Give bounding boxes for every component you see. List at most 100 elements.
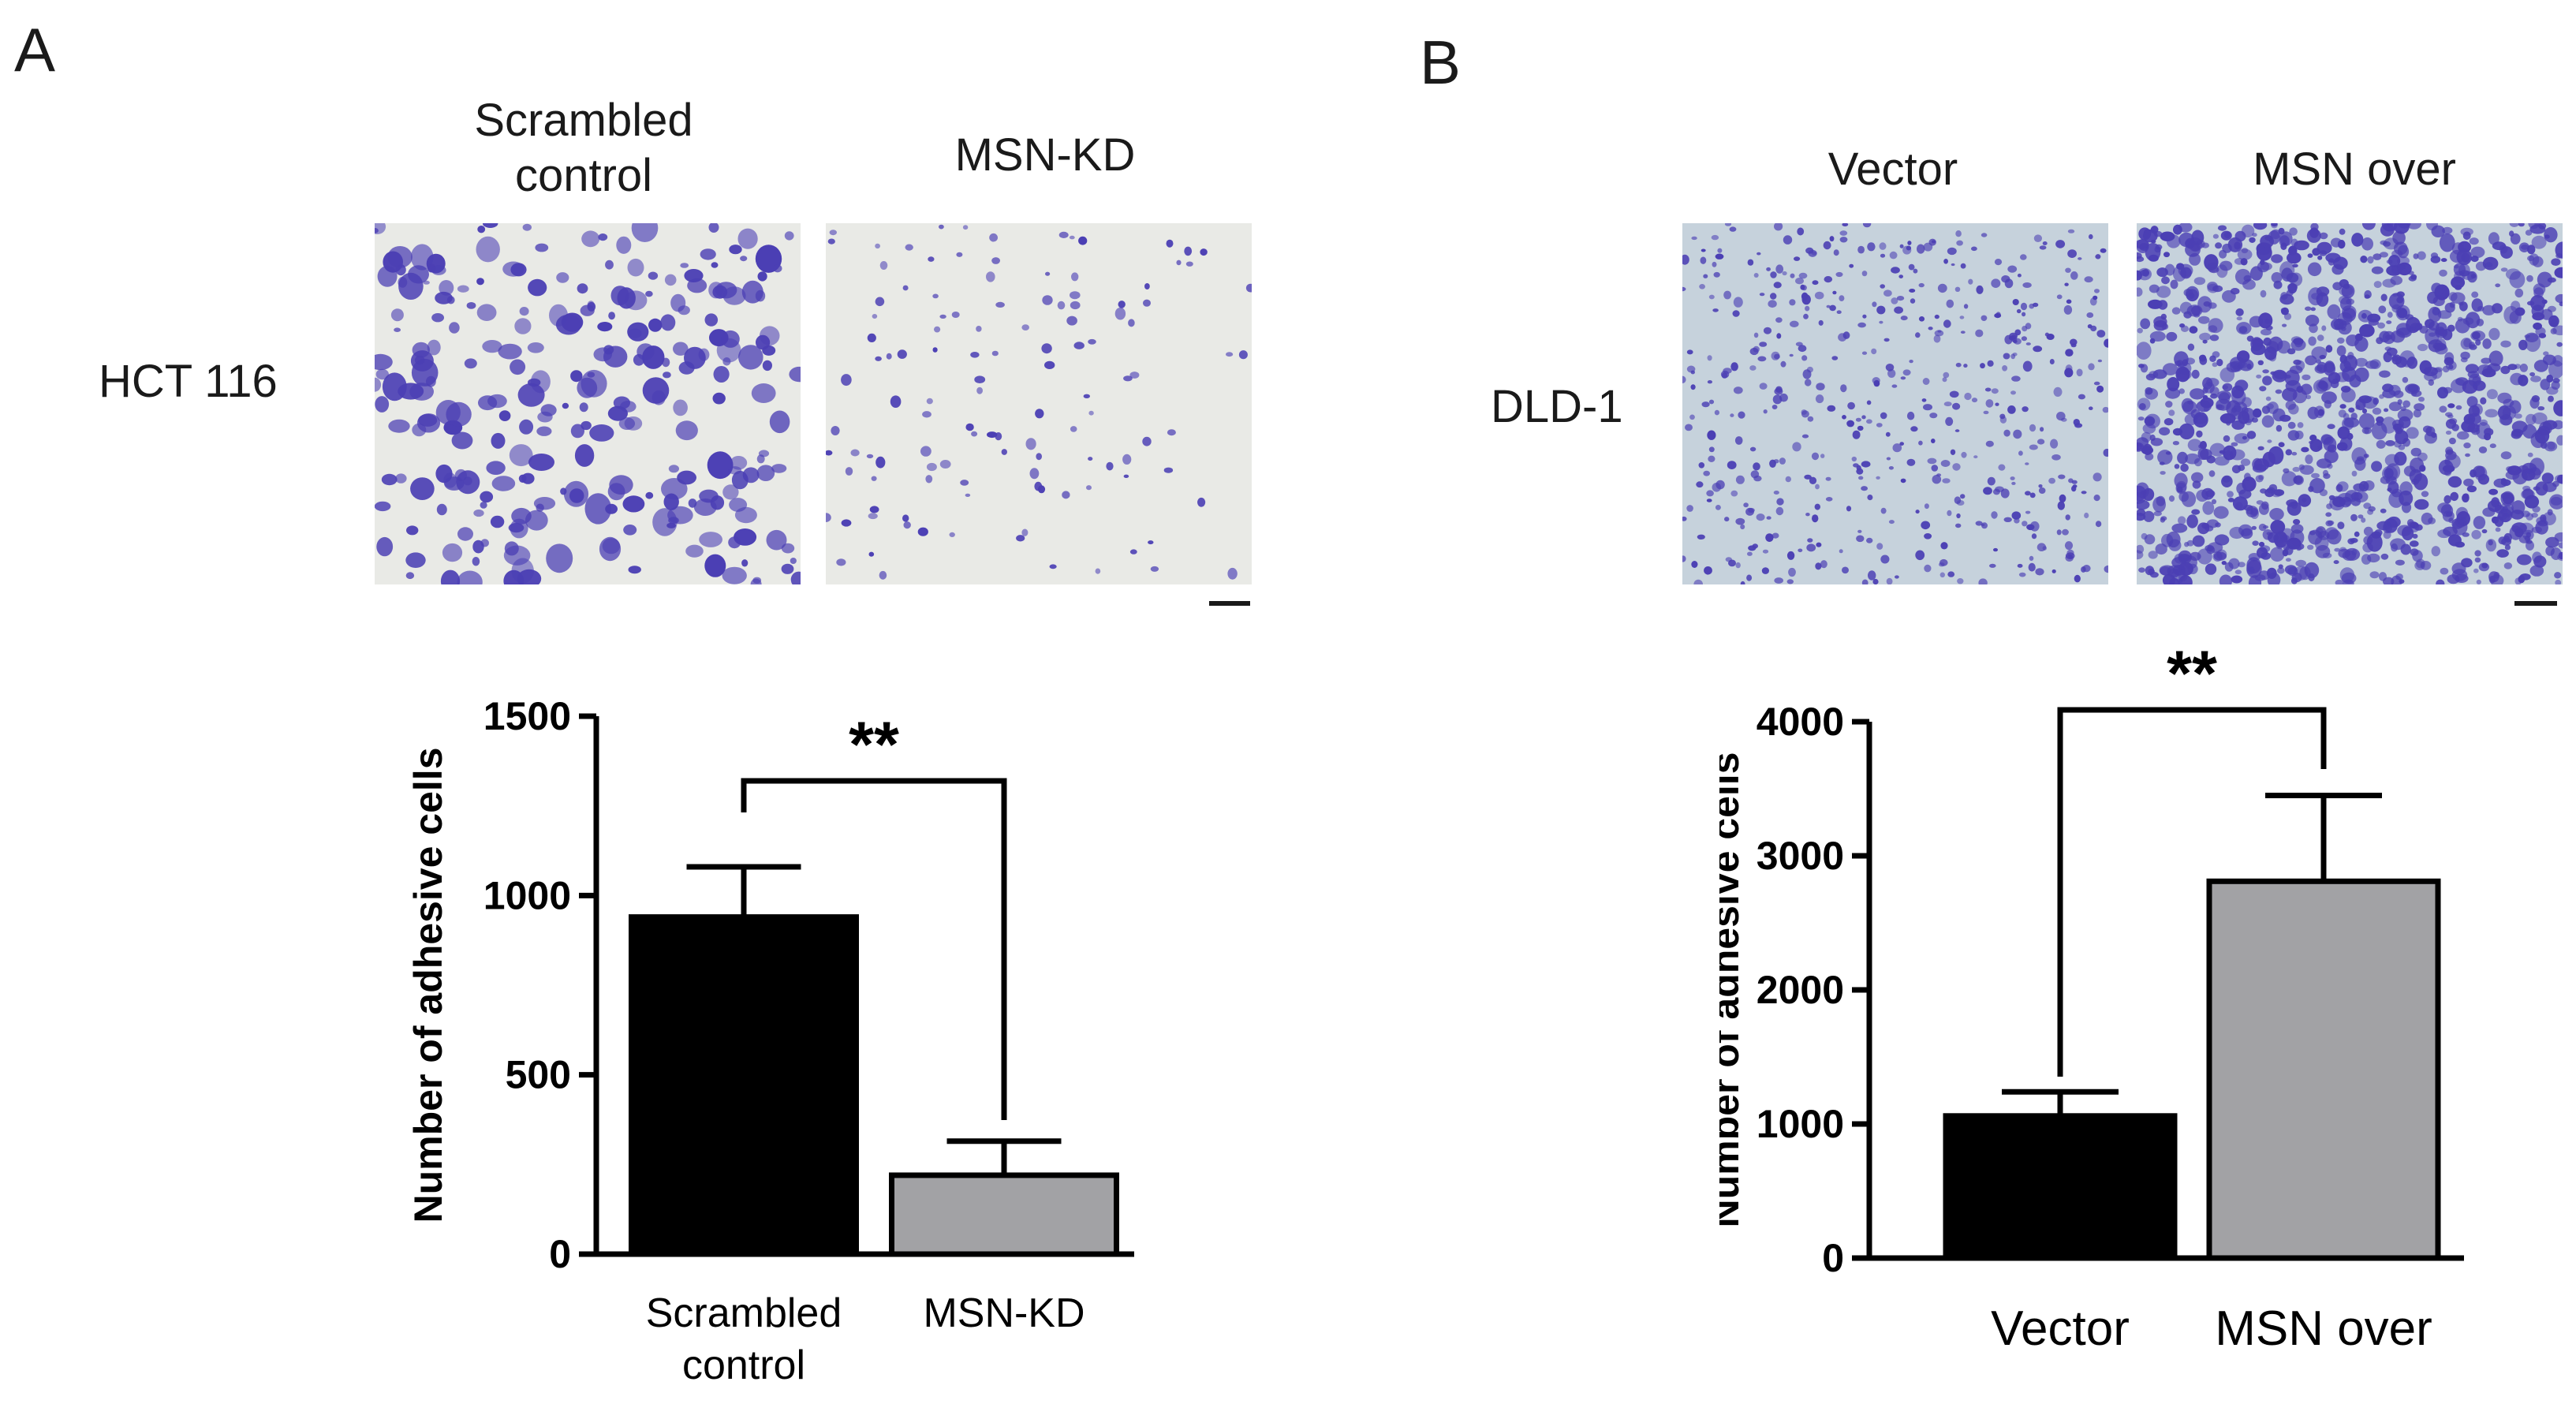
stained-cell — [2065, 349, 2074, 357]
stained-cell — [1867, 495, 1873, 501]
stained-cell — [2451, 562, 2466, 575]
stained-cell — [2335, 579, 2344, 584]
stained-cell — [2493, 572, 2500, 579]
stained-cell — [1044, 360, 1055, 369]
stained-cell — [1891, 297, 1898, 304]
stained-cell — [2289, 272, 2303, 287]
stained-cell — [2317, 241, 2332, 255]
stained-cell — [1932, 475, 1942, 484]
stained-cell — [1985, 399, 1994, 408]
y-tick-label: 2000 — [1757, 968, 1844, 1012]
stained-cell — [1902, 369, 1911, 376]
x-tick-label: control — [682, 1342, 805, 1388]
y-tick-label: 1000 — [1757, 1102, 1844, 1146]
stained-cell — [2237, 248, 2253, 260]
stained-cell — [850, 449, 860, 457]
stained-cell — [1827, 405, 1836, 412]
stained-cell — [2216, 404, 2225, 411]
stained-cell — [1786, 579, 1794, 584]
stained-cell — [2544, 227, 2558, 243]
stained-cell — [827, 238, 835, 245]
stained-cell — [2307, 262, 2322, 277]
stained-cell — [2166, 331, 2178, 342]
stained-cell — [2536, 517, 2547, 525]
stained-cell — [2031, 533, 2037, 540]
stained-cell — [1949, 390, 1959, 398]
stained-cell — [2084, 276, 2093, 283]
stained-cell — [406, 525, 419, 536]
x-tick-label: MSN-KD — [923, 1290, 1085, 1336]
stained-cell — [2177, 451, 2188, 465]
stained-cell — [2280, 308, 2286, 313]
stained-cell — [2395, 430, 2409, 445]
stained-cell — [2481, 528, 2488, 534]
stained-cell — [1807, 538, 1813, 543]
stained-cell — [472, 557, 480, 566]
stained-cell — [699, 489, 719, 503]
stained-cell — [903, 521, 911, 529]
stained-cell — [1045, 271, 1051, 276]
y-tick-label: 4000 — [1757, 700, 1844, 744]
stained-cell — [2335, 484, 2343, 492]
stained-cell — [976, 386, 983, 394]
stained-cell — [1900, 478, 1906, 484]
stained-cell — [2227, 491, 2234, 498]
stained-cell — [2137, 287, 2143, 297]
stained-cell — [2485, 409, 2499, 418]
stained-cell — [2558, 542, 2563, 549]
stained-cell — [1831, 356, 1839, 360]
stained-cell — [2007, 265, 2018, 273]
stained-cell — [2319, 232, 2328, 240]
stained-cell — [2187, 343, 2195, 351]
stained-cell — [2474, 550, 2481, 557]
stained-cell — [603, 345, 614, 355]
stained-cell — [2236, 350, 2250, 363]
stained-cell — [1956, 500, 1965, 506]
panel-a-col-label-line: Scrambled — [474, 95, 693, 146]
stained-cell — [2474, 465, 2488, 481]
stained-cell — [1184, 246, 1193, 256]
stained-cell — [1801, 292, 1809, 301]
stained-cell — [1763, 409, 1768, 414]
stained-cell — [1706, 498, 1712, 502]
stained-cell — [2530, 375, 2541, 383]
stained-cell — [2038, 484, 2043, 488]
stained-cell — [875, 456, 886, 469]
stained-cell — [2205, 563, 2217, 575]
stained-cell — [1095, 568, 1101, 574]
stained-cell — [2240, 458, 2251, 466]
stained-cell — [2470, 274, 2477, 278]
stained-cell — [1118, 301, 1126, 308]
stained-cell — [375, 396, 390, 413]
stained-cell — [1825, 497, 1833, 502]
stained-cell — [2311, 472, 2320, 479]
stained-cell — [2315, 526, 2327, 538]
significance-label: ** — [849, 709, 899, 781]
stained-cell — [2279, 414, 2291, 422]
stained-cell — [1917, 244, 1925, 254]
stained-cell — [773, 264, 782, 273]
stained-cell — [684, 269, 704, 282]
stained-cell — [1840, 384, 1847, 393]
stained-cell — [2013, 429, 2022, 439]
stained-cell — [2049, 359, 2055, 364]
stained-cell — [2448, 418, 2458, 424]
stained-cell — [563, 480, 589, 507]
stained-cell — [2373, 398, 2379, 405]
stained-cell — [388, 419, 410, 433]
stained-cell — [2406, 519, 2414, 527]
stained-cell — [1921, 521, 1931, 530]
stained-cell — [2201, 487, 2215, 500]
stained-cell — [2174, 464, 2180, 469]
stained-cell — [1943, 401, 1952, 407]
stained-cell — [1823, 241, 1831, 250]
stained-cell — [579, 402, 588, 413]
stained-cell — [2002, 365, 2008, 372]
stained-cell — [2025, 342, 2031, 345]
stained-cell — [1991, 278, 2001, 288]
bar-chart-a: 0 500 1000 1500 Number of adhesive cells Scra… — [406, 694, 1134, 1388]
stained-cell — [1682, 555, 1686, 562]
stained-cell — [2491, 516, 2499, 524]
stained-cell — [410, 244, 434, 271]
stained-cell — [2231, 575, 2243, 584]
